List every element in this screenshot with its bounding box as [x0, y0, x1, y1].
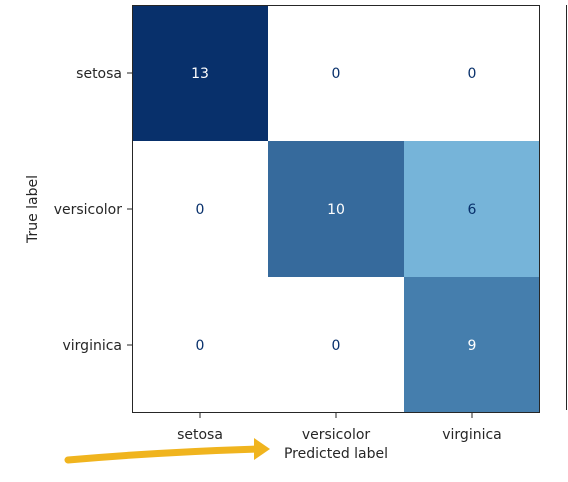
- heatmap-cell-labels: 13 0 0 0 10 6 0 0 9: [191, 66, 476, 354]
- heatmap-cell-versicolor-virginica: [404, 141, 540, 277]
- y-axis-ticks: setosa versicolor virginica: [54, 66, 132, 354]
- heatmap-cell-virginica-versicolor: [268, 277, 404, 413]
- cell-value-label: 6: [468, 202, 477, 218]
- x-tick-label: versicolor: [302, 427, 371, 443]
- heatmap-cell-setosa-virginica: [404, 5, 540, 141]
- cell-value-label: 9: [468, 338, 477, 354]
- cell-value-label: 13: [191, 66, 209, 82]
- cell-value-label: 0: [468, 66, 477, 82]
- x-tick-label: virginica: [442, 427, 502, 443]
- heatmap-cell-setosa-versicolor: [268, 5, 404, 141]
- y-tick-label: versicolor: [54, 202, 123, 218]
- x-axis-ticks: setosa versicolor virginica: [177, 413, 502, 443]
- y-axis-title: True label: [25, 175, 41, 244]
- cell-value-label: 10: [327, 202, 345, 218]
- heatmap-cell-setosa-setosa: [132, 5, 268, 141]
- x-axis-title: Predicted label: [284, 446, 388, 462]
- x-tick-label: setosa: [177, 427, 223, 443]
- cell-value-label: 0: [332, 338, 341, 354]
- y-tick-label: setosa: [76, 66, 122, 82]
- cell-value-label: 0: [332, 66, 341, 82]
- y-tick-label: virginica: [63, 338, 123, 354]
- annotation-arrow-head: [254, 438, 270, 460]
- annotation-arrow: [64, 438, 270, 464]
- heatmap-cells: [132, 5, 540, 413]
- cell-value-label: 0: [196, 338, 205, 354]
- heatmap-cell-virginica-setosa: [132, 277, 268, 413]
- plot-frame: [132, 5, 540, 413]
- heatmap-cell-versicolor-setosa: [132, 141, 268, 277]
- heatmap-cell-virginica-virginica: [404, 277, 540, 413]
- cell-value-label: 0: [196, 202, 205, 218]
- heatmap-cell-versicolor-versicolor: [268, 141, 404, 277]
- annotation-arrow-shaft: [64, 445, 262, 464]
